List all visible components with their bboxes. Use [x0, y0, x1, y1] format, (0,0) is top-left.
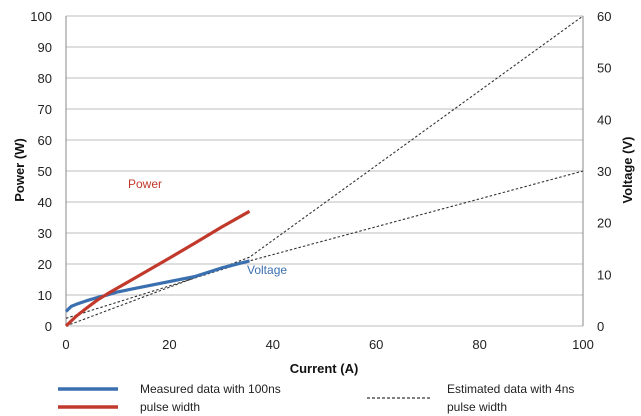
x-tick-label: 20	[162, 337, 176, 352]
y-tick-label: 10	[38, 288, 52, 303]
legend-measured-label-line1: Measured data with 100ns	[140, 382, 281, 396]
left-axis-ticks: 0 10 20 30 40 50 60 70 80 90 100	[30, 9, 52, 334]
y2-tick-label: 0	[597, 319, 604, 334]
y-tick-label: 90	[38, 40, 52, 55]
x-tick-label: 100	[572, 337, 594, 352]
y-tick-label: 20	[38, 257, 52, 272]
y2-tick-label: 60	[597, 9, 611, 24]
y2-tick-label: 30	[597, 164, 611, 179]
gridlines	[65, 15, 584, 327]
y2-tick-label: 50	[597, 61, 611, 76]
y-tick-label: 70	[38, 102, 52, 117]
y2-tick-label: 40	[597, 112, 611, 127]
right-axis-title: Voltage (V)	[620, 137, 635, 204]
estimated-power-line	[65, 15, 584, 327]
y-tick-label: 60	[38, 133, 52, 148]
left-axis-title: Power (W)	[12, 138, 27, 202]
x-axis-title: Current (A)	[290, 361, 359, 376]
power-annotation: Power	[128, 177, 162, 191]
measured-power-line	[64, 209, 251, 328]
legend-measured-label-line2: pulse width	[140, 400, 200, 414]
y-tick-label: 30	[38, 226, 52, 241]
right-axis-ticks: 0 10 20 30 40 50 60	[597, 9, 611, 334]
voltage-annotation: Voltage	[247, 263, 287, 277]
legend-estimated-label-line2: pulse width	[447, 400, 507, 414]
x-tick-label: 80	[472, 337, 486, 352]
measured-voltage-line	[64, 259, 250, 313]
y-tick-label: 50	[38, 164, 52, 179]
x-tick-label: 40	[266, 337, 280, 352]
y-tick-label: 80	[38, 71, 52, 86]
legend: Measured data with 100ns pulse width Est…	[58, 382, 574, 414]
y2-tick-label: 20	[597, 216, 611, 231]
legend-estimated-label-line1: Estimated data with 4ns	[447, 382, 574, 396]
y-tick-label: 40	[38, 195, 52, 210]
x-axis-ticks: 0 20 40 60 80 100	[62, 337, 593, 352]
x-tick-label: 0	[62, 337, 69, 352]
x-tick-label: 60	[369, 337, 383, 352]
plot-lines	[64, 15, 584, 328]
estimated-voltage-line	[65, 170, 584, 319]
y2-tick-label: 10	[597, 267, 611, 282]
y-tick-label: 100	[30, 9, 52, 24]
y-tick-label: 0	[45, 319, 52, 334]
